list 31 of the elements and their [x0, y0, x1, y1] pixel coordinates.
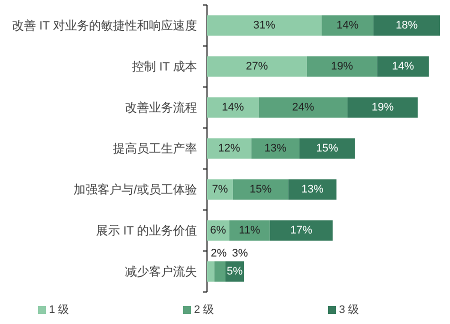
- data-label: 7%: [212, 184, 228, 196]
- legend-label: 1 级: [49, 304, 70, 316]
- data-label: 24%: [292, 102, 314, 114]
- y-tick-label: 展示 IT 的业务价值: [96, 224, 197, 238]
- y-tick-label: 改善业务流程: [125, 100, 197, 114]
- data-label: 5%: [226, 266, 243, 278]
- data-label: 14%: [336, 20, 359, 32]
- data-label: 14%: [392, 60, 414, 72]
- data-label: 2%: [210, 247, 227, 260]
- data-label: 19%: [330, 60, 354, 72]
- data-label: 18%: [396, 20, 418, 32]
- y-tick-label: 减少客户流失: [125, 264, 197, 278]
- data-label: 13%: [301, 184, 324, 196]
- data-label: 12%: [218, 142, 240, 154]
- data-label: 15%: [316, 142, 338, 154]
- data-label: 13%: [264, 142, 287, 154]
- data-label: 11%: [238, 224, 260, 236]
- data-label: 19%: [372, 102, 394, 114]
- data-label: 17%: [290, 224, 313, 236]
- legend-label: 3 级: [339, 304, 360, 316]
- data-label: 31%: [253, 20, 276, 32]
- y-tick-label: 提高员工生产率: [113, 142, 197, 156]
- legend-label: 2 级: [194, 304, 214, 316]
- data-label: 3%: [232, 247, 248, 260]
- data-label: 15%: [250, 184, 272, 196]
- data-label: 6%: [210, 224, 226, 236]
- data-label: 27%: [246, 60, 268, 72]
- data-label: 14%: [222, 102, 244, 114]
- y-tick-label: 控制 IT 成本: [132, 60, 197, 74]
- y-tick-label: 加强客户与/或员工体验: [74, 182, 197, 196]
- y-tick-label: 改善 IT 对业务的敏捷性和响应速度: [12, 18, 197, 32]
